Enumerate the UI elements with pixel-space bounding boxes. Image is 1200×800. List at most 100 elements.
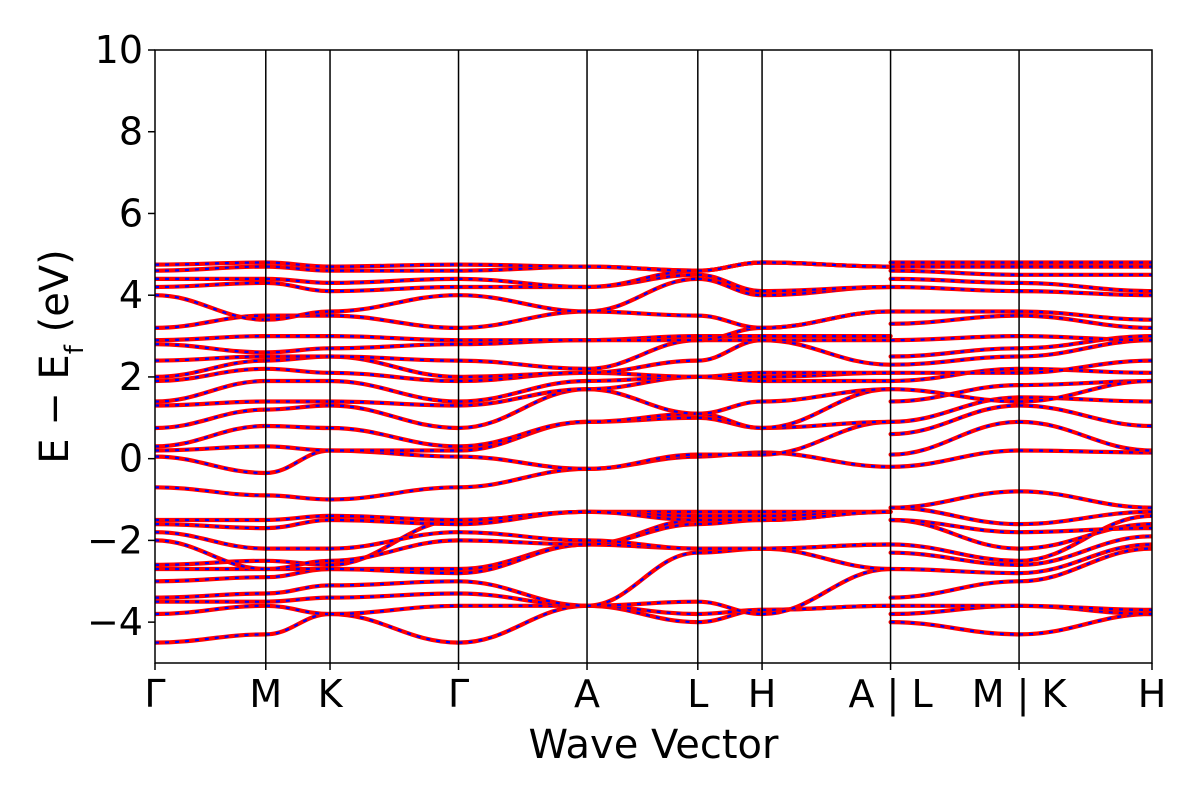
band-line-dashed-s7-b26: [890, 269, 1020, 276]
band-line-dashed-s6-b23: [762, 310, 891, 329]
band-line-s8-b11: [1017, 448, 1152, 455]
band-line-s2-b23: [327, 313, 461, 330]
band-line-s0-b0: [155, 632, 268, 645]
band-line-dashed-s6-b8: [762, 543, 891, 550]
band-line-dashed-s5-b22: [697, 326, 763, 342]
x-tick-label-9: H: [1138, 672, 1167, 716]
band-line-s8-b18: [1017, 358, 1152, 375]
band-line-s8-b7: [1017, 522, 1152, 551]
band-line-dashed-s2-b9: [329, 518, 459, 526]
band-line-s2-b0: [327, 611, 461, 645]
y-tick-label-7: 10: [95, 28, 143, 72]
band-line-dashed-s5-b0: [697, 608, 763, 624]
band-line-dashed-s7-b0: [890, 621, 1020, 636]
x-tick-label-7: A | L: [848, 672, 932, 717]
band-line-dashed-s4-b17: [586, 375, 698, 383]
band-line-dashed-s0-b6: [155, 559, 266, 566]
band-line-s0-b17: [155, 378, 268, 404]
band-line-s0-b12: [155, 454, 268, 476]
band-line-s0-b25: [155, 280, 268, 290]
x-tick-label-4: A: [574, 672, 600, 716]
band-line-s8-b20: [1017, 334, 1152, 351]
band-line-dashed-s0-b13: [155, 445, 266, 452]
x-axis-title: Wave Vector: [529, 722, 780, 768]
band-line-dashed-s4-b26: [586, 269, 698, 289]
band-line-dashed-s6-b28: [762, 261, 891, 268]
band-line-s2-b11: [327, 485, 461, 502]
band-line-dashed-s2-b23: [329, 314, 459, 329]
band-line-dashed-s1-b24: [265, 310, 331, 321]
x-tick-label-1: M: [249, 672, 282, 716]
band-line-dashed-s0-b3: [155, 592, 266, 599]
band-line-dashed-s2-b1: [329, 604, 459, 616]
band-line-dashed-s5-b28: [697, 261, 763, 272]
band-line-s8-b13: [1017, 403, 1152, 429]
band-line-s0-b3: [155, 591, 268, 600]
band-line-dashed-s0-b28: [155, 261, 266, 266]
band-line-s2-b20: [327, 354, 461, 363]
band-line-s7-b22: [888, 313, 1022, 326]
band-line-s2-b25: [327, 284, 461, 294]
band-line-dashed-s2-b5: [329, 567, 459, 575]
band-line-s3-b24: [456, 293, 590, 314]
band-line-dashed-s7-b4: [890, 567, 1020, 575]
band-line-s8-b24: [1017, 289, 1152, 298]
band-line-dashed-s3-b7: [458, 539, 588, 546]
band-line-dashed-s6-b2: [762, 567, 891, 616]
band-line-dashed-s5-b2: [697, 600, 763, 616]
band-line-s8-b21: [1017, 334, 1152, 343]
band-line-s2-b1: [327, 603, 461, 617]
band-line-s8-b14: [1017, 395, 1152, 404]
band-line-dashed-s1-b3: [265, 584, 331, 595]
band-line-dashed-s0-b18: [155, 367, 266, 383]
y-tick-label-6: 8: [119, 110, 143, 154]
band-line-dashed-s6-b13: [762, 420, 891, 430]
band-line-dashed-s7-b3: [890, 580, 1020, 599]
band-line-s8-b8: [1017, 526, 1152, 535]
band-line-s5-b19: [695, 338, 765, 363]
band-line-s6-b25: [760, 284, 893, 294]
band-line-s6-b28: [760, 260, 893, 269]
band-line-s8-b4: [1017, 542, 1152, 576]
band-line-dashed-s4-b24: [586, 277, 698, 313]
band-line-s0-b6: [155, 558, 268, 567]
band-line-s7-b21: [888, 334, 1022, 343]
band-line-s3-b19: [456, 370, 590, 379]
band-line-dashed-s1-b27: [265, 265, 331, 272]
band-line-s3-b14: [456, 419, 590, 449]
band-line-s3-b28: [456, 262, 590, 269]
band-line-dashed-s7-b15: [890, 384, 1020, 403]
band-line-s8-b2: [1017, 603, 1152, 612]
band-line-dashed-s2-b28: [329, 263, 459, 268]
band-line-s0-b28: [155, 260, 268, 267]
band-line-dashed-s1-b15: [265, 404, 331, 411]
band-line-dashed-s2-b11: [329, 486, 459, 501]
band-line-dashed-s1-b1: [265, 604, 331, 616]
band-line-s8-b10: [1017, 489, 1152, 510]
band-line-dashed-s7-b9: [890, 506, 1020, 526]
band-line-dashed-s7-b8: [890, 518, 1020, 534]
band-line-dashed-s0-b27: [155, 265, 266, 272]
band-line-s7-b14: [888, 395, 1022, 424]
band-line-s0-b22: [155, 334, 268, 343]
band-line-dashed-s7-b25: [890, 277, 1020, 284]
band-line-dashed-s5-b1: [697, 608, 763, 616]
band-line-dashed-s1-b2: [265, 596, 331, 603]
band-line-dashed-s7-b16: [890, 388, 1020, 403]
band-line-s4-b12: [584, 452, 700, 471]
band-line-dashed-s6-b11: [762, 451, 891, 468]
band-line-dashed-s0-b0: [155, 633, 266, 644]
band-line-dashed-s0-b19: [155, 359, 266, 378]
band-line-s2-b26: [327, 276, 461, 285]
band-line-s6-b23: [760, 309, 893, 330]
band-line-s8-b5: [1017, 534, 1152, 567]
band-line-dashed-s0-b14: [155, 424, 266, 448]
band-line-s1-b12: [263, 448, 333, 476]
band-line-dashed-s0-b20: [155, 355, 266, 362]
band-line-s2-b22: [327, 334, 461, 343]
band-line-dashed-s4-b16: [586, 375, 698, 391]
band-line-s0-b11: [155, 485, 268, 498]
band-line-dashed-s3-b24: [458, 294, 588, 313]
band-line-s3-b12: [456, 454, 590, 471]
